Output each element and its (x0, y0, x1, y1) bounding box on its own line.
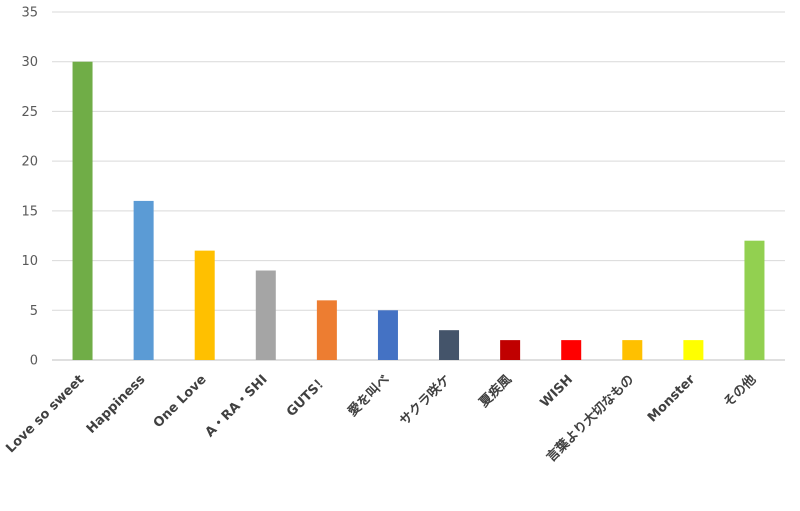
bar (194, 250, 215, 360)
y-tick-label: 35 (21, 6, 38, 21)
y-axis-ticks: 0 5 10 15 20 25 30 35 (21, 6, 38, 369)
bar (377, 310, 398, 360)
x-tick-label: その他 (720, 372, 759, 411)
x-tick-label: 愛を叫べ (345, 372, 393, 420)
bar (316, 300, 337, 360)
bars (72, 61, 765, 360)
x-tick-label: Monster (645, 372, 699, 426)
x-tick-label: Love so sweet (3, 372, 87, 456)
x-tick-label: A・RA・SHI (203, 372, 271, 440)
y-tick-label: 30 (21, 55, 38, 70)
y-tick-label: 0 (30, 354, 38, 369)
y-tick-label: 5 (30, 304, 38, 319)
y-tick-label: 25 (21, 105, 38, 120)
y-tick-label: 20 (21, 155, 38, 170)
bar (72, 61, 93, 360)
bar (255, 270, 276, 360)
bar (500, 340, 521, 360)
x-tick-label: GUTS！ (284, 372, 332, 420)
y-tick-label: 15 (21, 204, 38, 219)
bar (683, 340, 704, 360)
bar (439, 330, 460, 360)
x-tick-label: サクラ咲ケ (397, 372, 454, 429)
x-tick-label: Happiness (84, 372, 149, 437)
x-tick-label: 夏疾風 (475, 372, 515, 412)
gridlines (52, 11, 785, 361)
bar (622, 340, 643, 360)
x-tick-label: WISH (538, 372, 576, 410)
y-tick-label: 10 (21, 254, 38, 269)
bar (133, 200, 154, 360)
bar (561, 340, 582, 360)
x-tick-label: One Love (151, 372, 210, 431)
bar (744, 240, 765, 360)
